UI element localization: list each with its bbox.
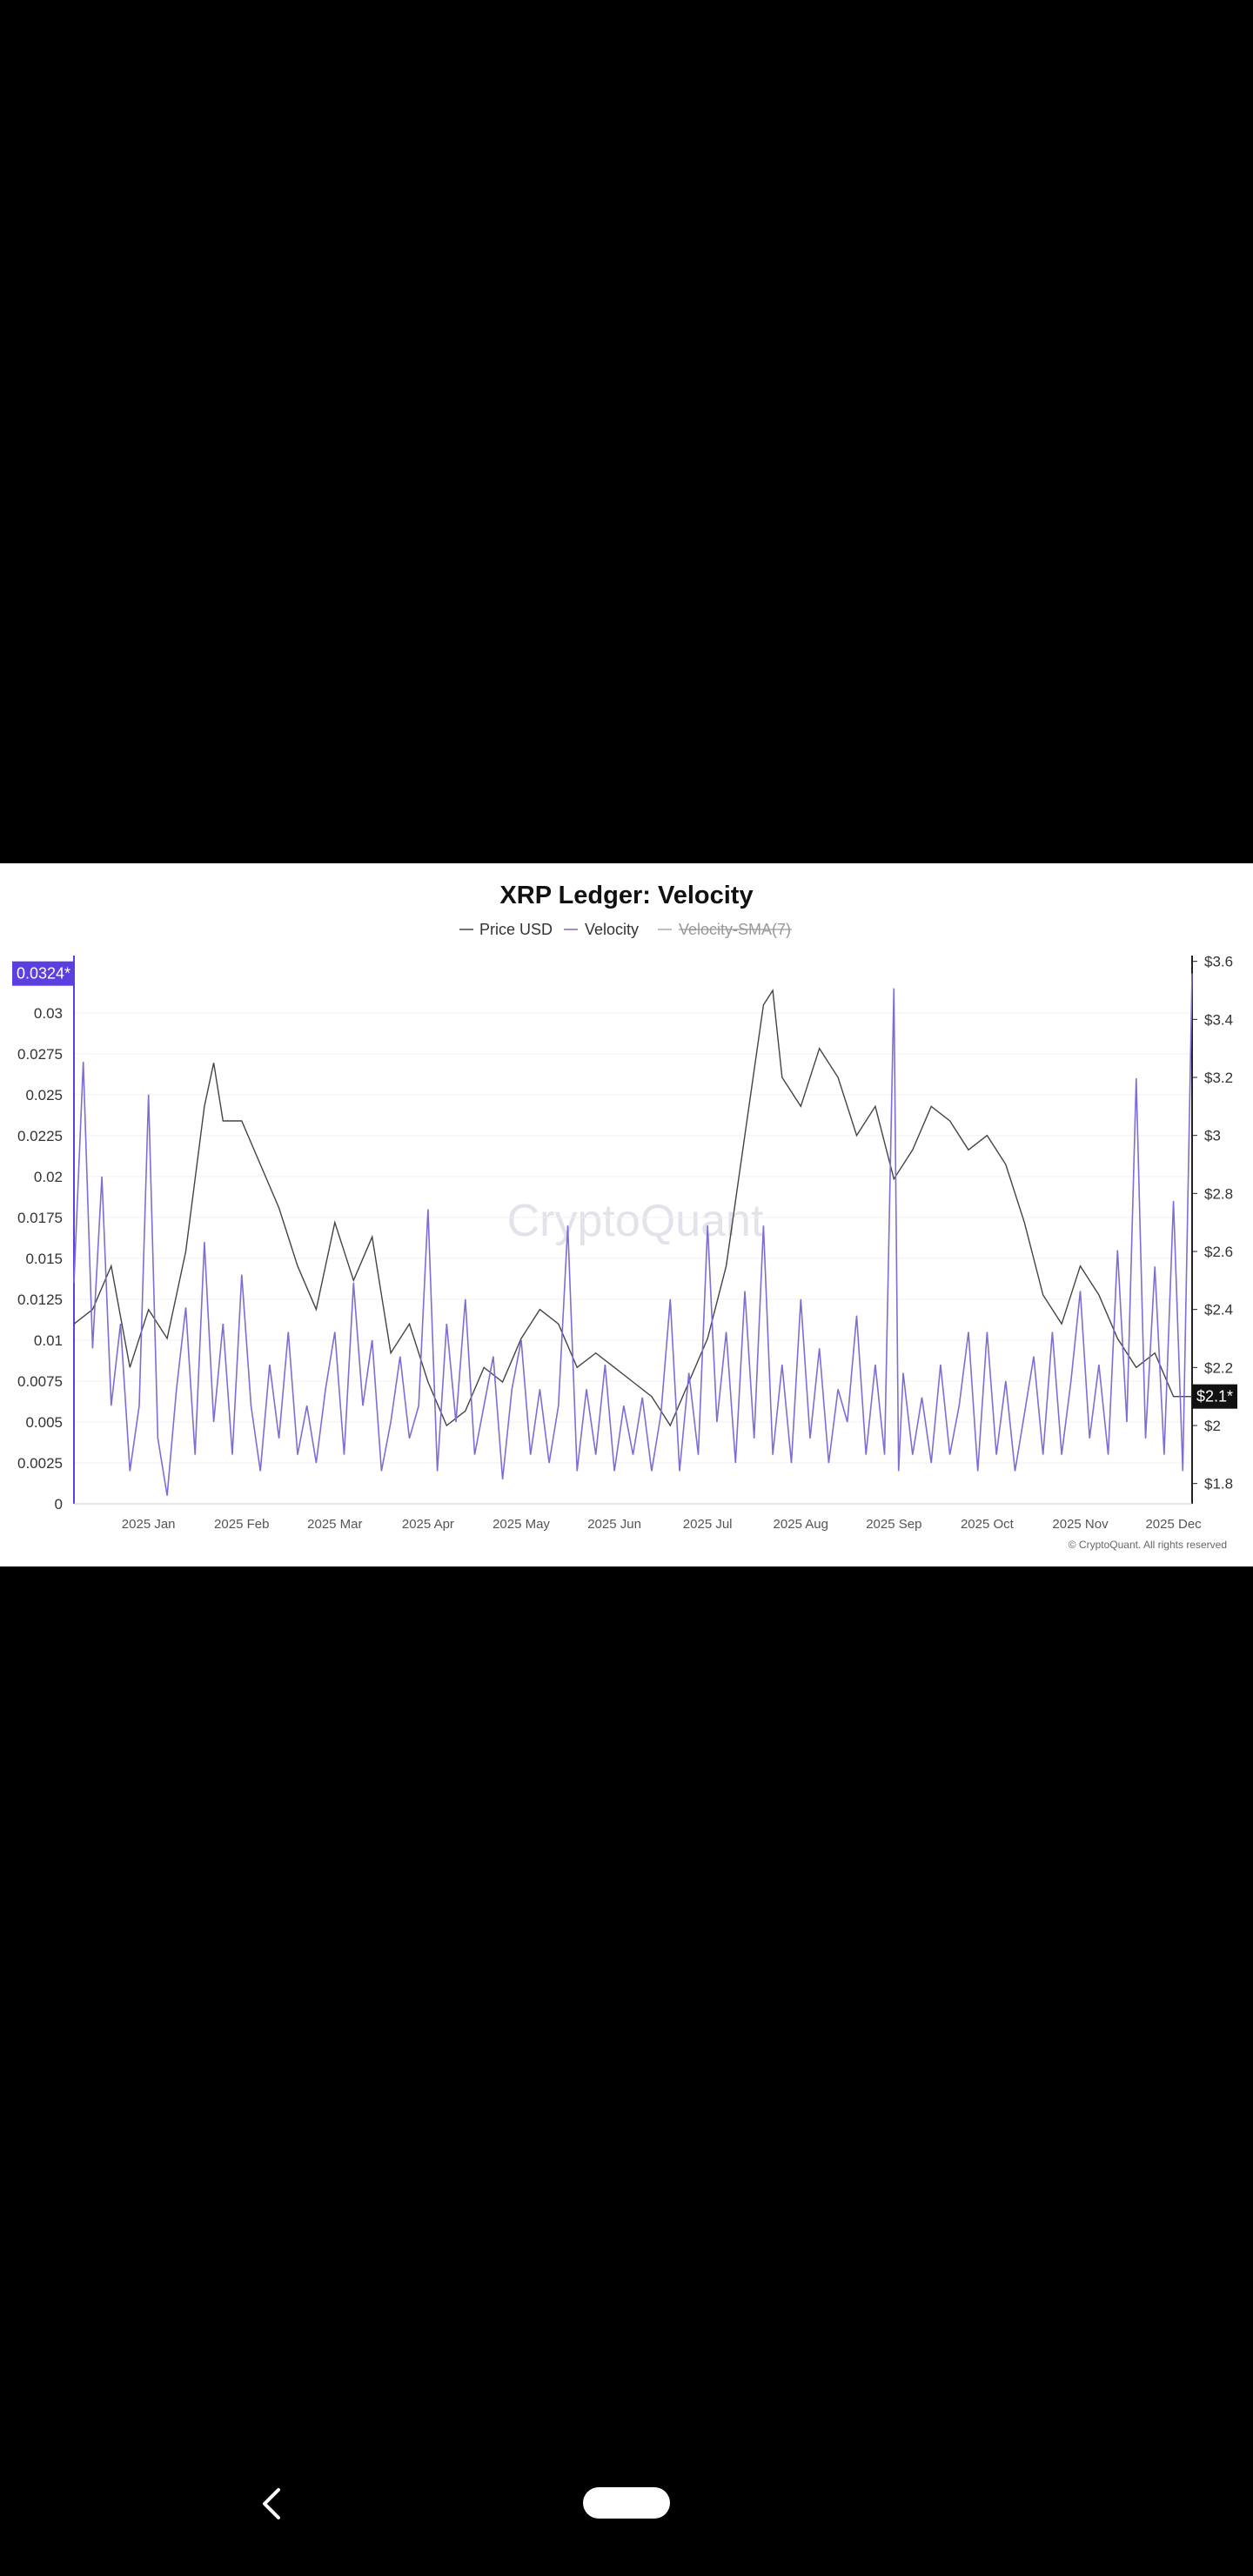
left-current-badge: 0.0324*	[12, 961, 75, 986]
left-tick-label: 0.0025	[17, 1455, 63, 1472]
left-tick-label: 0.015	[25, 1251, 63, 1267]
left-tick-label: 0.03	[34, 1005, 63, 1022]
left-axis-ticks: 0 0.0025 0.005 0.0075 0.01 0.0125 0.015 0.0175 0…	[17, 1005, 63, 1513]
left-tick-label: 0.0275	[17, 1046, 63, 1063]
x-tick-label: 2025 Dec	[1145, 1517, 1202, 1532]
left-tick-label: 0.0225	[17, 1128, 63, 1144]
right-tick-label: $2.2	[1204, 1359, 1233, 1376]
price-points	[73, 989, 1193, 1426]
x-axis-ticks: 2025 Jan 2025 Feb 2025 Mar 2025 Apr 2025 May…	[122, 1517, 1202, 1532]
nav-back-button[interactable]	[254, 2482, 289, 2526]
left-tick-label: 0.005	[25, 1414, 63, 1431]
legend: Price USD Velocity Velocity-SMA(7)	[459, 921, 792, 938]
chart-svg: XRP Ledger: Velocity Price USD Velocity …	[12, 882, 1237, 1551]
right-tick-label: $3.4	[1204, 1011, 1233, 1028]
chart-title: XRP Ledger: Velocity	[499, 882, 753, 909]
nav-home-pill[interactable]	[583, 2487, 670, 2519]
right-current-label: $2.1*	[1196, 1388, 1233, 1405]
left-tick-label: 0	[55, 1496, 63, 1513]
x-tick-label: 2025 Feb	[214, 1517, 269, 1532]
legend-item-price[interactable]: Price USD	[459, 921, 553, 938]
watermark: CryptoQuant	[507, 1196, 764, 1246]
velocity-points	[73, 973, 1193, 1496]
right-tick-label: $1.8	[1204, 1476, 1233, 1493]
left-tick-label: 0.0125	[17, 1291, 63, 1308]
x-tick-label: 2025 Jun	[587, 1517, 641, 1532]
left-tick-label: 0.025	[25, 1087, 63, 1104]
series-velocity-line	[73, 973, 1193, 1496]
right-current-badge: $2.1*	[1192, 1384, 1237, 1409]
chart-card: XRP Ledger: Velocity Price USD Velocity …	[0, 863, 1253, 1566]
x-tick-label: 2025 Oct	[961, 1517, 1015, 1532]
x-tick-label: 2025 Jan	[122, 1517, 176, 1532]
right-tick-label: $2.8	[1204, 1185, 1233, 1202]
left-tick-label: 0.02	[34, 1169, 63, 1185]
left-tick-label: 0.01	[34, 1332, 63, 1349]
legend-item-velocity[interactable]: Velocity	[564, 921, 639, 938]
chevron-left-icon	[263, 2488, 280, 2519]
right-tick-label: $3.2	[1204, 1070, 1233, 1086]
grid	[74, 1012, 1192, 1505]
x-tick-label: 2025 Jul	[683, 1517, 733, 1532]
x-tick-label: 2025 Mar	[307, 1517, 362, 1532]
left-current-label: 0.0324*	[17, 965, 70, 983]
legend-label-velocity: Velocity	[585, 921, 639, 938]
copyright: © CryptoQuant. All rights reserved	[1069, 1539, 1227, 1551]
x-tick-label: 2025 Aug	[774, 1517, 828, 1532]
x-tick-label: 2025 Nov	[1052, 1517, 1109, 1532]
right-tick-label: $3	[1204, 1128, 1221, 1144]
left-tick-label: 0.0075	[17, 1373, 63, 1390]
x-tick-label: 2025 Apr	[402, 1517, 454, 1532]
legend-label-price: Price USD	[479, 921, 553, 938]
right-tick-label: $2.6	[1204, 1244, 1233, 1260]
right-axis-ticks: $1.8 $2 $2.2 $2.4 $2.6 $2.8 $3 $3.2 $3.4 $3.6	[1192, 954, 1233, 1493]
x-tick-label: 2025 May	[492, 1517, 550, 1532]
legend-item-velocity-sma[interactable]: Velocity-SMA(7)	[658, 921, 792, 938]
x-tick-label: 2025 Sep	[866, 1517, 921, 1532]
right-tick-label: $2.4	[1204, 1302, 1233, 1318]
right-tick-label: $3.6	[1204, 954, 1233, 970]
left-tick-label: 0.0175	[17, 1210, 63, 1226]
right-tick-label: $2	[1204, 1418, 1221, 1434]
